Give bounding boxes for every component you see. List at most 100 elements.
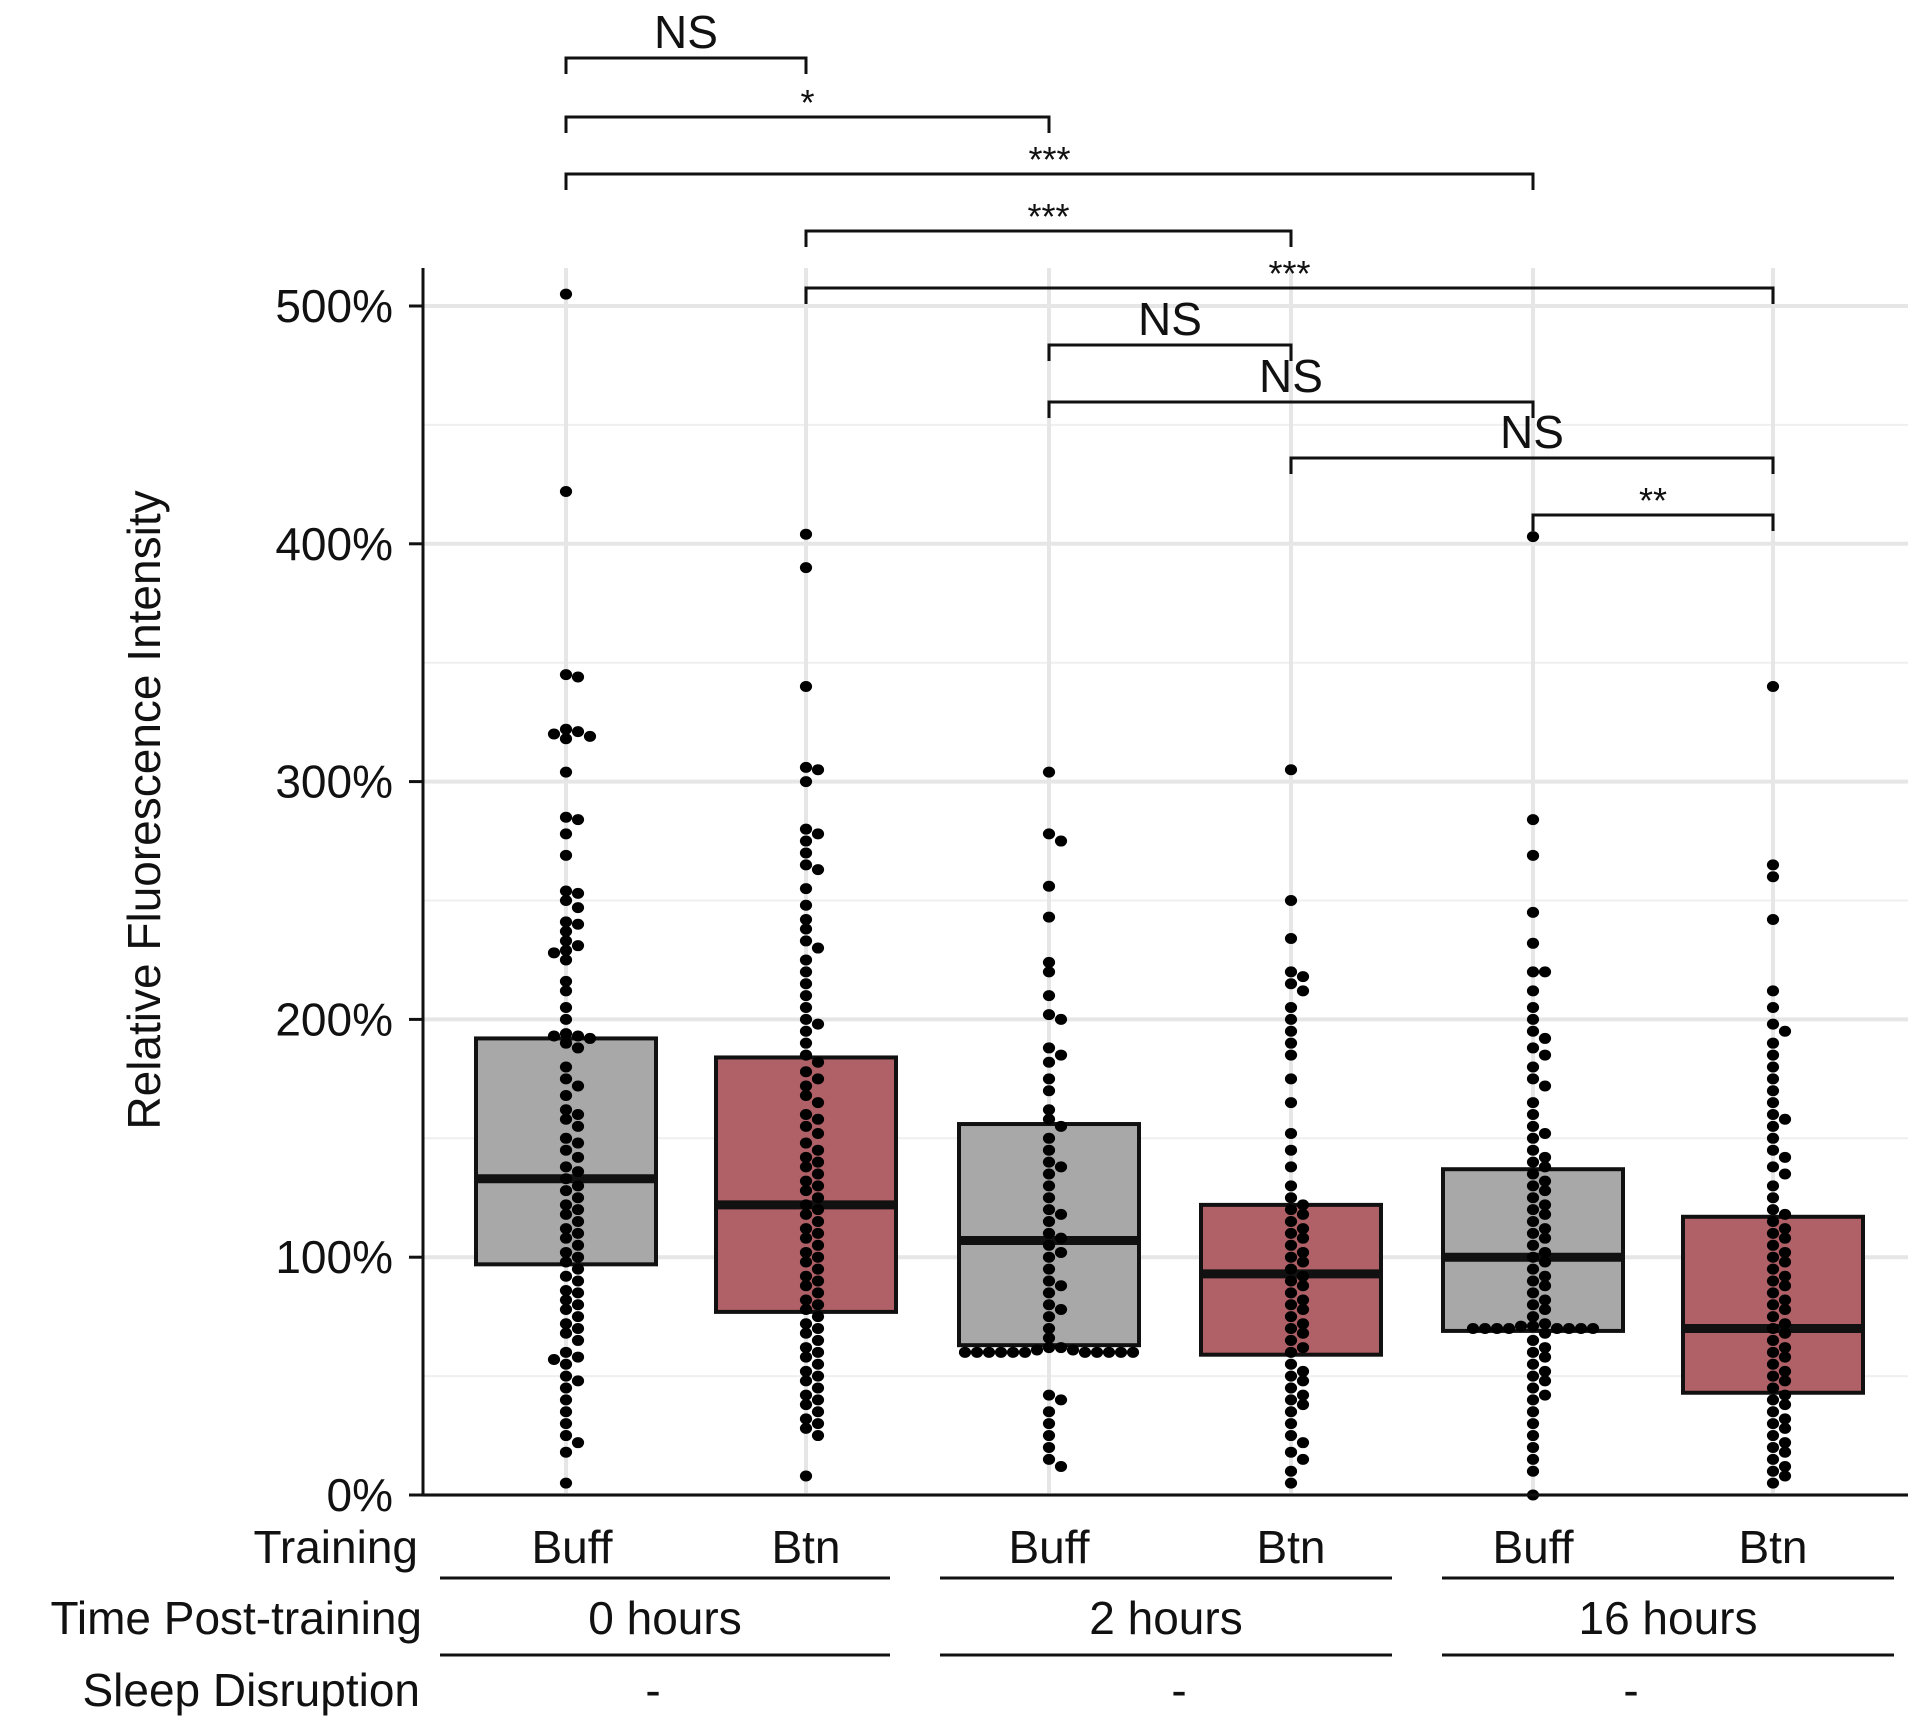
data-point	[1538, 1256, 1552, 1268]
sleep-label-2: -	[1623, 1664, 1638, 1716]
data-point	[1526, 1061, 1540, 1073]
data-point	[1042, 1180, 1056, 1192]
data-point	[559, 925, 573, 937]
data-point	[1114, 1346, 1128, 1358]
data-point	[1778, 1223, 1792, 1235]
data-point	[559, 1304, 573, 1316]
data-point	[559, 1089, 573, 1101]
data-point	[1778, 1294, 1792, 1306]
data-point	[559, 1104, 573, 1116]
data-point	[1054, 1342, 1068, 1354]
data-point	[559, 288, 573, 300]
data-point	[1526, 1132, 1540, 1144]
factor-table: Training Time Post-training Sleep Disrup…	[50, 1521, 1894, 1716]
data-point	[1526, 1002, 1540, 1014]
data-point	[970, 1346, 984, 1358]
data-point	[1526, 1394, 1540, 1406]
data-point	[799, 1199, 813, 1211]
data-point	[799, 1049, 813, 1061]
data-point	[571, 1204, 585, 1216]
data-point	[559, 1185, 573, 1197]
data-point	[547, 947, 561, 959]
data-point	[799, 1223, 813, 1235]
data-point	[1538, 1389, 1552, 1401]
data-point	[1042, 1275, 1056, 1287]
data-point	[799, 1080, 813, 1092]
data-point	[811, 1406, 825, 1418]
data-point	[1284, 1446, 1298, 1458]
data-point	[559, 1028, 573, 1040]
row-label-sleep: Sleep Disruption	[82, 1664, 420, 1716]
data-point	[799, 1413, 813, 1425]
data-point	[571, 1216, 585, 1228]
data-point	[811, 1180, 825, 1192]
data-point	[1284, 1477, 1298, 1489]
data-point	[1054, 1208, 1068, 1220]
data-point	[559, 985, 573, 997]
data-point	[571, 1227, 585, 1239]
data-point	[1042, 1299, 1056, 1311]
data-point	[1284, 1037, 1298, 1049]
data-point	[1766, 1192, 1780, 1204]
data-point	[1526, 1346, 1540, 1358]
data-point	[1042, 1009, 1056, 1021]
data-point	[811, 1430, 825, 1442]
data-point	[1778, 1304, 1792, 1316]
data-point	[1054, 1232, 1068, 1244]
data-point	[571, 1042, 585, 1054]
data-point	[799, 1161, 813, 1173]
data-point	[1284, 1370, 1298, 1382]
data-point	[811, 1128, 825, 1140]
time-label-0: 0 hours	[588, 1592, 741, 1644]
data-point	[1042, 1204, 1056, 1216]
data-point	[1766, 1453, 1780, 1465]
data-point	[559, 1199, 573, 1211]
data-point	[1538, 1199, 1552, 1211]
data-point	[1042, 1287, 1056, 1299]
data-point	[571, 1375, 585, 1387]
data-point	[799, 847, 813, 859]
data-point	[811, 1056, 825, 1068]
data-point	[1778, 1413, 1792, 1425]
data-point	[559, 811, 573, 823]
data-point	[811, 1334, 825, 1346]
data-point	[559, 1318, 573, 1330]
data-point	[1296, 1270, 1310, 1282]
data-point	[1284, 1227, 1298, 1239]
data-point	[1284, 1358, 1298, 1370]
data-point	[1766, 985, 1780, 997]
data-point	[1526, 985, 1540, 997]
data-point	[1296, 1232, 1310, 1244]
data-point	[1538, 1208, 1552, 1220]
significance-label: ***	[1028, 139, 1070, 180]
data-point	[1284, 1323, 1298, 1335]
data-point	[1284, 933, 1298, 945]
data-point	[1054, 1049, 1068, 1061]
data-point	[1766, 1018, 1780, 1030]
data-point	[1284, 1382, 1298, 1394]
data-point	[1766, 1002, 1780, 1014]
data-point	[1526, 1441, 1540, 1453]
data-point	[1296, 971, 1310, 983]
data-point	[1296, 1453, 1310, 1465]
data-point	[1296, 1318, 1310, 1330]
data-point	[799, 1318, 813, 1330]
data-point	[1538, 1080, 1552, 1092]
data-point	[559, 954, 573, 966]
data-point	[1042, 1113, 1056, 1125]
data-point	[1526, 849, 1540, 861]
data-point	[1766, 1394, 1780, 1406]
data-point	[811, 1323, 825, 1335]
data-point	[1526, 1418, 1540, 1430]
data-point	[1778, 1318, 1792, 1330]
y-tick-label: 200%	[275, 993, 393, 1045]
data-point	[1526, 1156, 1540, 1168]
data-point	[1766, 1061, 1780, 1073]
training-label-1: Btn	[771, 1521, 840, 1573]
data-point	[1042, 1323, 1056, 1335]
data-point	[1042, 1227, 1056, 1239]
data-point	[1054, 835, 1068, 847]
significance-label: NS	[1138, 293, 1202, 345]
data-point	[1778, 1256, 1792, 1268]
data-point	[1778, 1422, 1792, 1434]
